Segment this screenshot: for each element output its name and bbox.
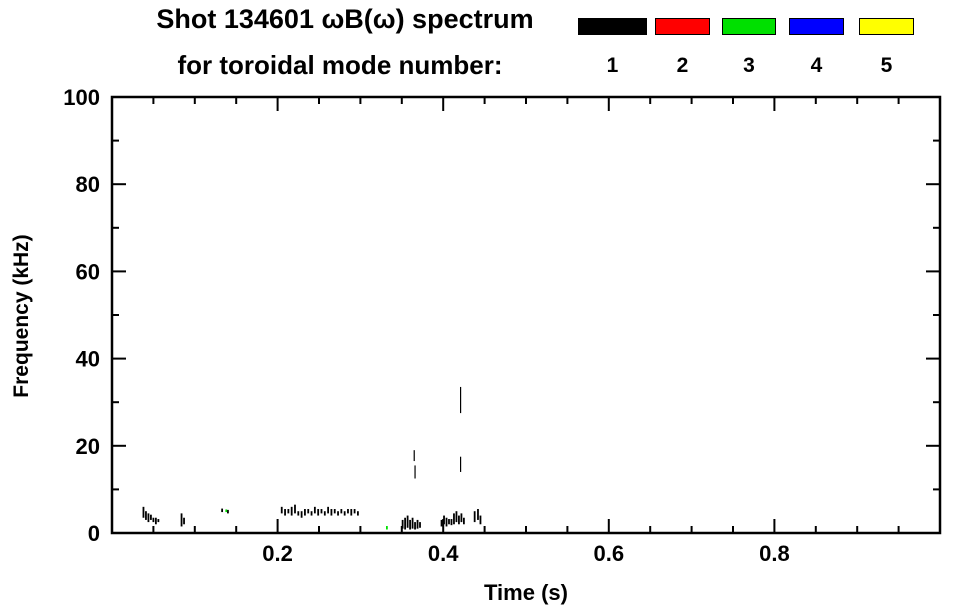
legend-label-mode-2: 2 <box>676 54 689 77</box>
chart-title: Shot 134601 ωB(ω) spectrum <box>156 4 534 34</box>
x-tick-label: 0.8 <box>759 541 790 566</box>
legend-label-mode-1: 1 <box>606 54 619 77</box>
legend-swatch-mode-4 <box>789 18 844 35</box>
legend-swatch-mode-2 <box>655 18 710 35</box>
legend-label-mode-4: 4 <box>810 54 823 77</box>
legend-swatch-mode-3 <box>722 18 776 35</box>
legend-swatch-mode-5 <box>859 18 914 35</box>
y-tick-label: 80 <box>76 172 100 197</box>
y-tick-label: 0 <box>88 521 100 546</box>
chart-subtitle: for toroidal mode number: <box>177 50 503 80</box>
y-axis-label: Frequency (kHz) <box>10 234 33 398</box>
x-tick-label: 0.4 <box>428 541 459 566</box>
legend-swatch-mode-1 <box>578 18 647 35</box>
x-tick-label: 0.2 <box>262 541 293 566</box>
legend-label-mode-3: 3 <box>743 54 755 77</box>
y-tick-label: 20 <box>76 434 100 459</box>
y-tick-label: 60 <box>76 259 100 284</box>
plot-frame <box>110 95 942 535</box>
legend-label-mode-5: 5 <box>880 54 893 77</box>
y-tick-label: 100 <box>63 85 100 110</box>
y-tick-label: 40 <box>76 347 100 372</box>
x-tick-label: 0.6 <box>594 541 625 566</box>
x-axis-label: Time (s) <box>484 580 568 605</box>
